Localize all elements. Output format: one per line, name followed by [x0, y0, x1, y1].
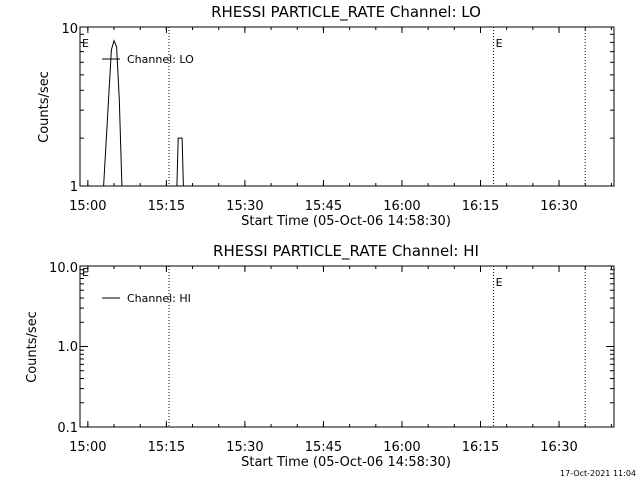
x-tick-label: 16:00	[383, 199, 420, 214]
plot-frame-hi	[79, 265, 615, 428]
corner-label-lo: E	[82, 37, 89, 50]
legend-lo: Channel: LO	[102, 53, 194, 66]
x-tick-label: 15:30	[226, 199, 263, 214]
event-line-label: E	[496, 37, 503, 50]
panel-lo: RHESSI PARTICLE_RATE Channel: LO 10 1 Co…	[37, 3, 615, 229]
legend-label-hi: Channel: HI	[127, 292, 191, 305]
y-axis-hi: 10.0 1.0 0.1	[49, 261, 614, 436]
x-tick-label: 16:15	[462, 199, 499, 214]
x-tick-label: 15:00	[69, 440, 106, 455]
y-axis-lo: 10 1	[61, 22, 614, 195]
series-line-lo	[103, 39, 184, 187]
x-tick-label: 15:15	[148, 440, 185, 455]
x-tick-label: 15:45	[305, 199, 342, 214]
y-tick-label-bottom-hi: 0.1	[57, 421, 78, 436]
event-lines-lo: E	[168, 27, 586, 186]
x-axis-label-lo: Start Time (05-Oct-06 14:58:30)	[241, 214, 451, 229]
x-tick-label: 15:15	[148, 199, 185, 214]
y-axis-label-hi: Counts/sec	[25, 311, 40, 383]
chart-title-hi: RHESSI PARTICLE_RATE Channel: HI	[213, 242, 479, 261]
y-tick-label-top-lo: 10	[61, 22, 78, 37]
chart-title-lo: RHESSI PARTICLE_RATE Channel: LO	[211, 3, 481, 22]
x-axis-label-hi: Start Time (05-Oct-06 14:58:30)	[241, 455, 451, 470]
panel-hi: RHESSI PARTICLE_RATE Channel: HI 10.0 1.…	[25, 242, 615, 470]
x-tick-label: 15:00	[69, 199, 106, 214]
legend-label-lo: Channel: LO	[127, 53, 194, 66]
event-lines-hi: E	[168, 266, 586, 427]
y-tick-label-mid-hi: 1.0	[57, 340, 78, 355]
x-tick-label: 16:30	[540, 440, 577, 455]
x-tick-label: 16:00	[383, 440, 420, 455]
x-tick-label: 15:30	[226, 440, 263, 455]
corner-label-hi: E	[82, 266, 89, 279]
timestamp: 17-Oct-2021 11:04	[560, 469, 636, 478]
legend-hi: Channel: HI	[102, 292, 191, 305]
y-tick-label-bottom-lo: 1	[70, 180, 78, 195]
x-axis-lo: 15:00 15:15 15:30 15:45 16:00 16:15 16:30	[69, 27, 612, 214]
x-tick-label: 16:30	[540, 199, 577, 214]
plot-frame-lo	[79, 26, 615, 187]
event-line-label: E	[496, 276, 503, 289]
x-tick-label: 16:15	[462, 440, 499, 455]
y-axis-label-lo: Counts/sec	[37, 71, 52, 143]
x-axis-hi: 15:00 15:15 15:30 15:45 16:00 16:15 16:30	[69, 266, 612, 455]
y-tick-label-top-hi: 10.0	[49, 261, 78, 276]
x-tick-label: 15:45	[305, 440, 342, 455]
